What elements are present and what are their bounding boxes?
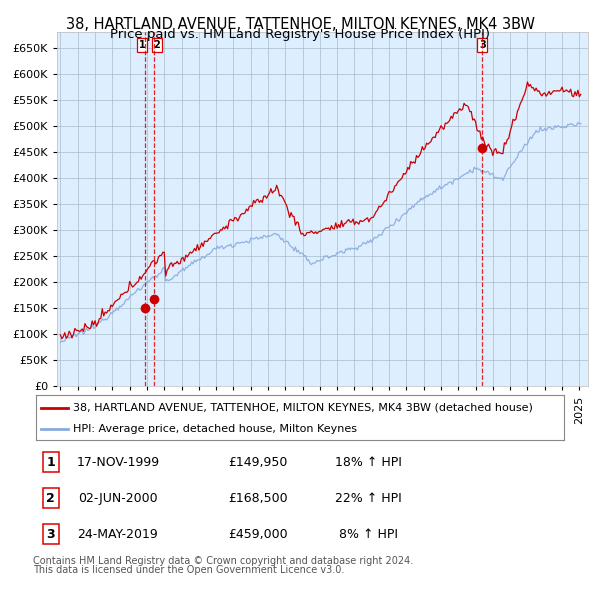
Text: 38, HARTLAND AVENUE, TATTENHOE, MILTON KEYNES, MK4 3BW (detached house): 38, HARTLAND AVENUE, TATTENHOE, MILTON K… <box>73 403 533 412</box>
Text: 1: 1 <box>46 455 55 468</box>
Text: This data is licensed under the Open Government Licence v3.0.: This data is licensed under the Open Gov… <box>33 565 344 575</box>
Text: 17-NOV-1999: 17-NOV-1999 <box>76 455 160 468</box>
Text: 2: 2 <box>154 40 160 50</box>
Text: £459,000: £459,000 <box>228 527 287 540</box>
Text: 02-JUN-2000: 02-JUN-2000 <box>78 491 158 504</box>
Text: 3: 3 <box>479 40 485 50</box>
Text: 8% ↑ HPI: 8% ↑ HPI <box>339 527 398 540</box>
Text: £149,950: £149,950 <box>228 455 287 468</box>
Text: 18% ↑ HPI: 18% ↑ HPI <box>335 455 402 468</box>
Text: 3: 3 <box>46 527 55 540</box>
Text: 38, HARTLAND AVENUE, TATTENHOE, MILTON KEYNES, MK4 3BW: 38, HARTLAND AVENUE, TATTENHOE, MILTON K… <box>65 17 535 31</box>
Text: 2: 2 <box>46 491 55 504</box>
Text: 24-MAY-2019: 24-MAY-2019 <box>77 527 158 540</box>
Text: HPI: Average price, detached house, Milton Keynes: HPI: Average price, detached house, Milt… <box>73 424 357 434</box>
Text: 22% ↑ HPI: 22% ↑ HPI <box>335 491 402 504</box>
Text: Contains HM Land Registry data © Crown copyright and database right 2024.: Contains HM Land Registry data © Crown c… <box>33 556 413 566</box>
Text: 1: 1 <box>139 40 146 50</box>
Text: Price paid vs. HM Land Registry's House Price Index (HPI): Price paid vs. HM Land Registry's House … <box>110 28 490 41</box>
Text: £168,500: £168,500 <box>228 491 287 504</box>
